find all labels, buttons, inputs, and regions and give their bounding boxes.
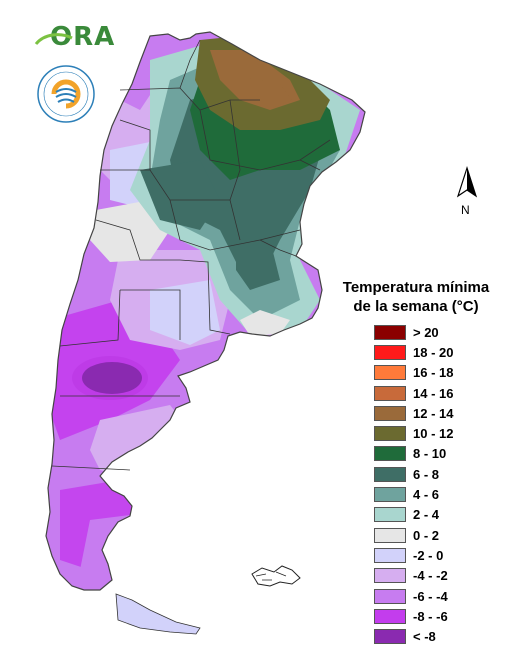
- legend-swatch: [374, 344, 406, 360]
- legend-item: < -8: [374, 626, 510, 646]
- legend-item: -4 - -2: [374, 566, 510, 586]
- legend-item: -8 - -6: [374, 606, 510, 626]
- legend-item: 2 - 4: [374, 505, 510, 525]
- legend-item: -6 - -4: [374, 586, 510, 606]
- legend-swatch: [374, 527, 406, 543]
- north-arrow-icon: [456, 166, 478, 198]
- legend-swatch: [374, 547, 406, 563]
- legend-swatch: [374, 385, 406, 401]
- ora-swoosh-icon: [34, 33, 73, 46]
- legend-label: -6 - -4: [413, 588, 448, 604]
- legend-label: > 20: [413, 324, 439, 340]
- legend-label: < -8: [413, 629, 436, 645]
- legend-item: 8 - 10: [374, 444, 510, 464]
- legend-label: -2 - 0: [413, 547, 444, 563]
- legend-swatch: [374, 405, 406, 421]
- legend-item: > 20: [374, 322, 510, 342]
- legend-title-line2: de la semana (°C): [353, 298, 479, 315]
- legend-swatch: [374, 487, 406, 503]
- legend-label: -4 - -2: [413, 568, 448, 584]
- legend-item: 14 - 16: [374, 383, 510, 403]
- legend-item: 18 - 20: [374, 342, 510, 362]
- legend-item: 0 - 2: [374, 525, 510, 545]
- legend-swatch: [374, 324, 406, 340]
- legend-label: 8 - 10: [413, 446, 447, 462]
- legend-list: > 20 18 - 20 16 - 18 14 - 16 12 - 14 10 …: [374, 322, 510, 647]
- legend-item: 10 - 12: [374, 423, 510, 443]
- legend-label: 0 - 2: [413, 527, 440, 543]
- legend-item: -2 - 0: [374, 545, 510, 565]
- ora-logo: ORA: [50, 22, 116, 52]
- legend-item: 12 - 14: [374, 403, 510, 423]
- legend-item: 4 - 6: [374, 484, 510, 504]
- legend-label: 4 - 6: [413, 487, 440, 503]
- smn-argentina-seal-icon: [37, 65, 95, 123]
- legend-swatch: [374, 608, 406, 624]
- legend-label: 18 - 20: [413, 344, 454, 360]
- legend-label: 12 - 14: [413, 405, 454, 421]
- legend-swatch: [374, 629, 406, 645]
- legend-label: 6 - 8: [413, 466, 440, 482]
- legend-swatch: [374, 507, 406, 523]
- legend: Temperatura mínima de la semana (°C) > 2…: [330, 278, 510, 647]
- legend-swatch: [374, 568, 406, 584]
- legend-swatch: [374, 365, 406, 381]
- legend-swatch: [374, 588, 406, 604]
- legend-label: 14 - 16: [413, 385, 454, 401]
- north-label: N: [461, 203, 470, 217]
- legend-item: 16 - 18: [374, 363, 510, 383]
- legend-item: 6 - 8: [374, 464, 510, 484]
- legend-label: 16 - 18: [413, 365, 454, 381]
- legend-label: 10 - 12: [413, 426, 454, 442]
- legend-swatch: [374, 426, 406, 442]
- legend-swatch: [374, 466, 406, 482]
- legend-swatch: [374, 446, 406, 462]
- legend-label: -8 - -6: [413, 608, 448, 624]
- legend-label: 2 - 4: [413, 507, 440, 523]
- legend-title-line1: Temperatura mínima: [342, 279, 490, 296]
